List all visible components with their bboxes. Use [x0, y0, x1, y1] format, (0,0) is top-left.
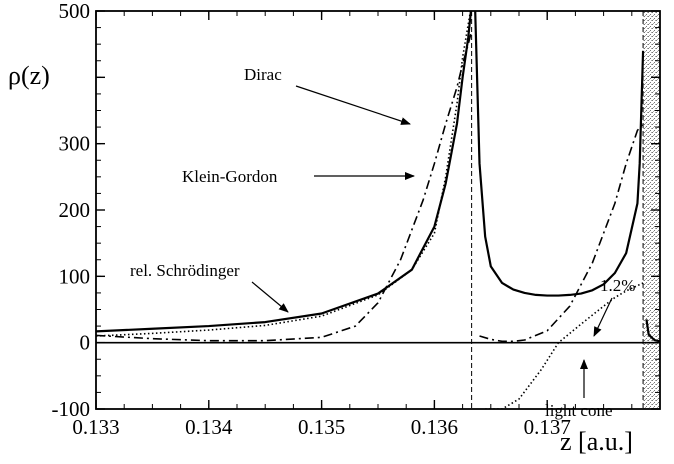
annotations: Dirac Klein-Gordon rel. Schrödinger 1.2%… — [130, 65, 635, 420]
annotation-rel-schrodinger: rel. Schrödinger — [130, 261, 240, 280]
axis-ticks — [95, 10, 661, 410]
y-axis-title: ρ(z) — [8, 61, 50, 90]
x-axis-title: z [a.u.] — [560, 427, 633, 456]
x-tick-label: 0.137 — [524, 415, 571, 439]
series-solid-line — [96, 11, 660, 343]
arrow-dirac — [295, 85, 411, 125]
vertical-lines — [471, 11, 644, 409]
annotation-dirac: Dirac — [244, 65, 282, 84]
series-dashdot-line — [96, 30, 644, 343]
x-tick-label: 0.134 — [185, 415, 233, 439]
series-group — [96, 11, 660, 409]
tick-labels: 0.133 0.134 0.135 0.136 0.137 -100 0 100 200 300 5… — [52, 0, 571, 439]
y-tick-label: 500 — [59, 0, 91, 23]
arrow-percent — [593, 297, 613, 337]
x-tick-label: 0.133 — [72, 415, 119, 439]
arrow-rel-schrodinger — [251, 281, 289, 313]
y-tick-label: 0 — [80, 331, 91, 355]
x-tick-label: 0.136 — [411, 415, 458, 439]
annotation-klein-gordon: Klein-Gordon — [182, 167, 278, 186]
y-tick-label: -100 — [52, 397, 91, 421]
x-tick-label: 0.135 — [298, 415, 345, 439]
y-tick-label: 300 — [59, 132, 91, 156]
annotation-percent: 1.2% — [600, 276, 635, 295]
plot-frame — [95, 10, 661, 410]
series-dotted-line — [96, 11, 644, 409]
annotation-light-cone: light cone — [545, 401, 613, 420]
y-tick-label: 200 — [59, 198, 91, 222]
y-tick-label: 100 — [59, 264, 91, 288]
